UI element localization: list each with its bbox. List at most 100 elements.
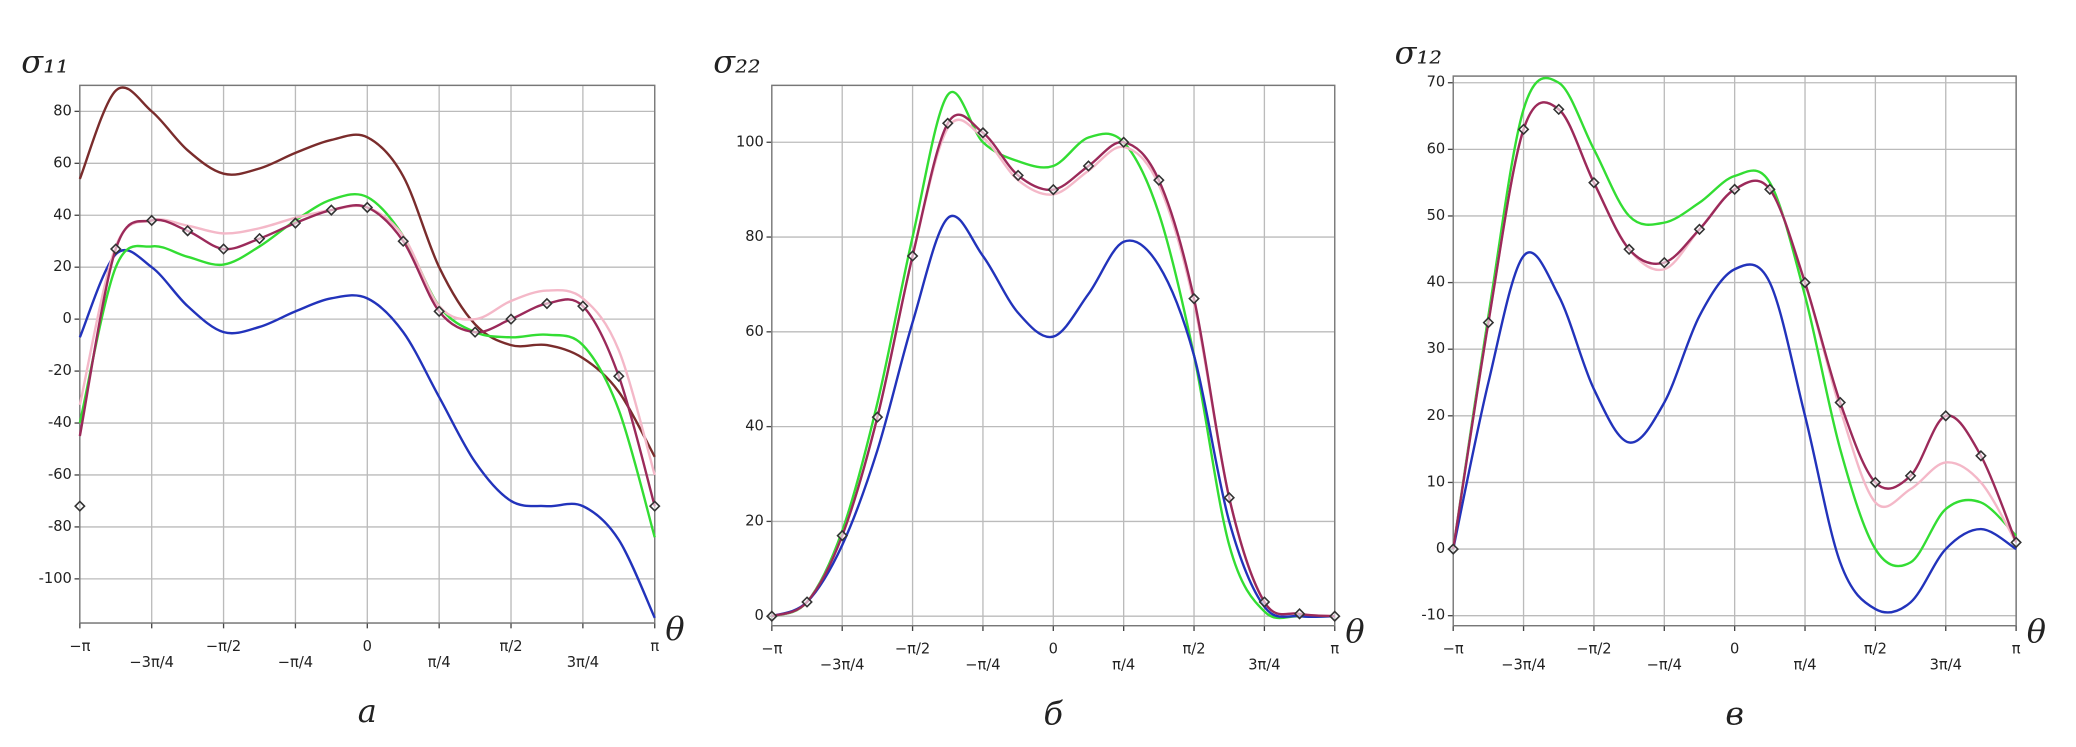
data-point xyxy=(1764,183,1776,196)
x-tick-label: 0 xyxy=(1049,641,1058,658)
x-axis-label: θ xyxy=(2027,612,2046,650)
x-tick-label: 0 xyxy=(1730,641,1739,658)
data-point xyxy=(977,126,989,139)
data-point xyxy=(361,201,374,214)
data-point xyxy=(1728,183,1741,196)
data-point xyxy=(871,411,884,423)
x-tick-label: π/4 xyxy=(1112,657,1135,674)
x-tick-label: π/2 xyxy=(499,638,522,655)
data-point xyxy=(469,326,481,338)
y-tick-label: 40 xyxy=(1427,274,1446,291)
data-point xyxy=(801,596,813,608)
data-point xyxy=(941,117,954,130)
x-axis-label: θ xyxy=(1345,612,1364,650)
series-line xyxy=(78,248,656,619)
x-tick-label: −π/4 xyxy=(1647,657,1682,674)
y-axis-label: σ₂₂ xyxy=(713,43,760,81)
y-tick-label: -10 xyxy=(1421,607,1445,624)
x-tick-label: π/2 xyxy=(1183,641,1206,658)
data-point xyxy=(1447,543,1459,555)
y-tick-label: 0 xyxy=(1436,540,1445,557)
data-point xyxy=(1517,123,1530,136)
series-line xyxy=(771,214,1335,619)
y-tick-label: -20 xyxy=(48,362,72,379)
x-tick-label: −π/4 xyxy=(965,657,1000,674)
x-tick-label: 0 xyxy=(363,638,372,655)
data-point xyxy=(1293,608,1306,620)
data-point xyxy=(1869,476,1882,489)
y-tick-label: 60 xyxy=(1427,140,1446,157)
data-point xyxy=(1799,276,1811,289)
data-point xyxy=(181,225,194,237)
x-tick-label: π/4 xyxy=(428,654,451,671)
y-tick-label: 10 xyxy=(1427,473,1446,490)
y-tick-label: 100 xyxy=(736,133,764,150)
data-point xyxy=(766,610,778,622)
y-axis-label: σ₁₁ xyxy=(21,43,68,81)
data-point xyxy=(541,297,553,310)
series-line xyxy=(771,90,1335,620)
data-point xyxy=(1082,160,1095,172)
plot-frame xyxy=(771,84,1336,627)
x-axis-label: θ xyxy=(665,610,684,648)
x-tick-label: −π xyxy=(69,638,90,655)
y-tick-label: 80 xyxy=(53,102,72,119)
x-tick-label: 3π/4 xyxy=(1248,657,1280,674)
x-tick-label: −π xyxy=(1443,641,1464,658)
y-tick-label: 80 xyxy=(745,228,764,245)
data-point xyxy=(433,305,445,318)
y-tick-label: 40 xyxy=(53,206,72,223)
y-tick-label: 20 xyxy=(745,512,764,529)
y-tick-label: 60 xyxy=(745,323,764,340)
data-point xyxy=(1223,491,1236,504)
x-tick-label: π xyxy=(2012,641,2021,658)
data-point xyxy=(1623,243,1635,256)
caption: в xyxy=(1725,695,1744,733)
data-point xyxy=(397,235,410,248)
data-point xyxy=(74,500,86,512)
x-tick-label: π xyxy=(1330,641,1339,658)
data-point xyxy=(1117,136,1130,149)
x-tick-label: −π/4 xyxy=(278,654,313,671)
data-point xyxy=(1482,316,1495,329)
data-point xyxy=(577,300,589,312)
data-point xyxy=(505,313,517,325)
data-point xyxy=(1047,183,1060,196)
data-point xyxy=(1188,292,1200,305)
y-tick-label: -60 xyxy=(48,466,72,483)
x-tick-label: π xyxy=(650,638,659,655)
data-point xyxy=(1658,256,1671,269)
data-point xyxy=(145,214,158,227)
data-point xyxy=(1975,450,1987,462)
data-point xyxy=(906,250,919,262)
y-tick-label: -40 xyxy=(48,414,72,431)
y-tick-label: 20 xyxy=(53,258,72,275)
data-point xyxy=(2010,536,2022,549)
data-point xyxy=(613,370,625,383)
series-line xyxy=(1452,251,2017,614)
data-point xyxy=(1588,176,1600,189)
y-tick-label: 70 xyxy=(1427,74,1446,91)
data-point xyxy=(836,529,848,542)
data-point xyxy=(1552,103,1565,116)
y-tick-label: 60 xyxy=(53,154,72,171)
y-tick-label: 30 xyxy=(1427,340,1446,357)
x-tick-label: 3π/4 xyxy=(1930,657,1962,674)
y-tick-label: 50 xyxy=(1427,207,1446,224)
y-axis-label: σ₁₂ xyxy=(1395,33,1442,71)
y-tick-label: 40 xyxy=(745,418,764,435)
data-point xyxy=(1904,470,1917,482)
data-point xyxy=(1012,169,1024,182)
series-line xyxy=(1452,76,2017,568)
data-point xyxy=(1693,223,1706,236)
y-tick-label: -80 xyxy=(48,518,72,535)
x-tick-label: −π/2 xyxy=(1576,641,1611,658)
plot-frame xyxy=(1452,75,2017,627)
x-tick-label: −3π/4 xyxy=(1501,657,1546,674)
data-point xyxy=(1834,396,1846,409)
y-tick-label: 0 xyxy=(63,310,72,327)
data-point xyxy=(109,243,122,255)
y-tick-label: 20 xyxy=(1427,407,1446,424)
